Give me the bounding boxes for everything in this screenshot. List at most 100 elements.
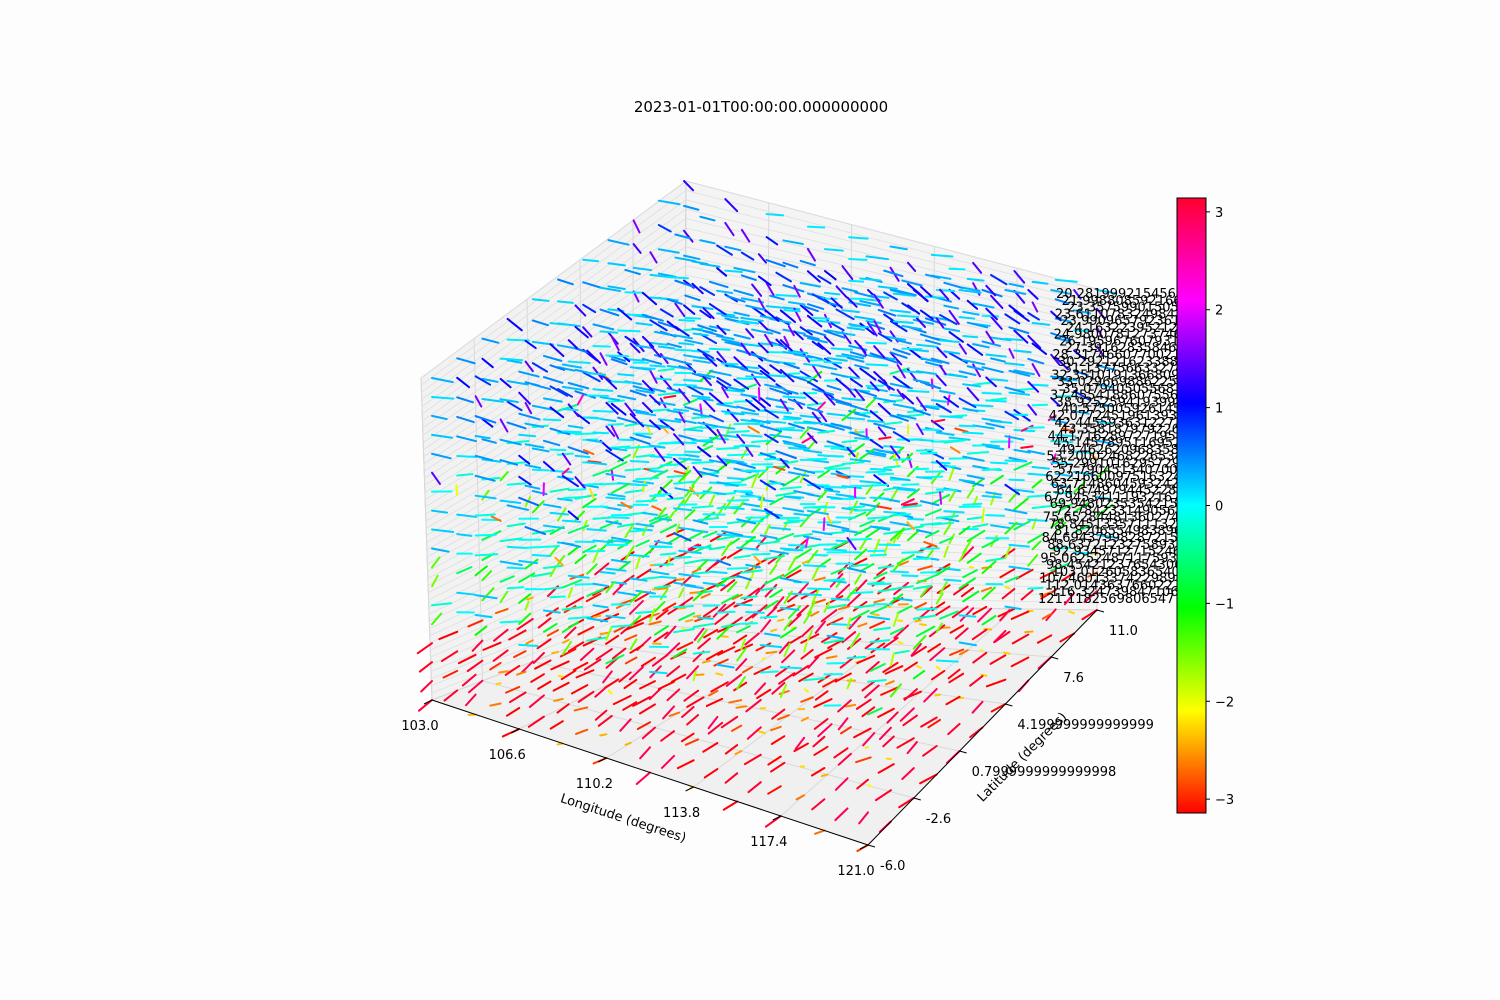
quiver-arrow [518,612,532,625]
quiver-arrow [935,403,952,414]
quiver-arrow [935,665,942,671]
quiver-arrow [892,292,917,297]
quiver-arrow [518,433,537,438]
quiver-arrow [793,489,815,496]
quiver-arrow [678,469,692,483]
quiver-arrow [524,443,545,449]
quiver-arrow [673,532,692,542]
quiver-arrow [990,315,1003,330]
quiver-arrow [846,505,866,509]
quiver-arrow [659,419,675,432]
quiver-arrow [678,342,695,346]
quiver-arrow [901,551,924,554]
quiver-arrow [873,396,897,403]
quiver-arrow [705,697,724,707]
quiver-arrow [848,615,862,630]
quiver-arrow [666,688,681,702]
quiver-arrow [634,591,652,603]
quiver-arrow [846,446,856,458]
quiver-arrow [999,568,1016,579]
quiver-arrow [765,236,779,246]
quiver-arrow [835,354,853,358]
quiver-arrow [803,477,821,490]
quiver-arrow [981,443,1001,448]
quiver-arrow [806,247,816,262]
quiver-arrow [561,474,579,488]
quiver-arrow [889,320,908,333]
quiver-arrow [702,307,715,320]
quiver-arrow [592,604,609,609]
quiver-arrow [747,781,762,794]
quiver-arrow [417,699,433,712]
quiver-arrow [924,508,942,517]
quiver-arrow [651,653,669,667]
quiver-arrow [582,497,597,509]
quiver-arrow [680,574,694,586]
quiver-arrow [877,308,897,317]
quiver-arrow [703,768,719,779]
quiver-arrow [958,649,969,656]
quiver-arrow [474,435,491,440]
quiver-arrow [867,483,889,487]
quiver-arrow [549,364,566,371]
quiver-arrow [567,360,591,364]
quiver-arrow [1087,571,1098,578]
quiver-arrow [920,716,938,728]
quiver-arrow [692,385,714,392]
quiver-arrow [528,694,545,708]
quiver-arrow [1027,449,1046,456]
quiver-arrow [549,406,565,419]
quiver-arrow [966,321,989,329]
x-tick-mark [510,728,520,734]
quiver-arrow [586,394,609,397]
quiver-arrow [799,304,814,317]
quiver-arrow [506,359,523,364]
quiver-arrow [823,423,845,431]
quiver-arrow [702,375,712,387]
quiver-arrow [708,303,727,316]
quiver-arrow [474,565,488,577]
quiver-arrow [841,439,858,444]
quiver-arrow [605,580,616,594]
quiver-arrow [673,507,693,512]
quiver-arrow [873,293,884,309]
quiver-arrow [721,338,741,344]
quiver-arrow [716,350,727,363]
quiver-arrow [783,415,802,420]
quiver-arrow [431,528,455,533]
quiver-arrow [896,737,915,749]
colorbar-tick-label: −1 [1215,597,1234,612]
quiver-arrow [691,529,709,534]
quiver-arrow [755,642,772,652]
quiver-arrow [542,376,564,384]
quiver-arrow [716,625,731,640]
quiver-arrow [516,670,527,676]
quiver-arrow [632,408,650,414]
quiver-arrow [892,486,916,491]
quiver-arrow [525,639,534,645]
quiver-arrow [835,493,857,499]
quiver-arrow [757,364,770,375]
quiver-arrow [857,622,868,628]
quiver-arrow [1010,610,1030,620]
quiver-arrow [782,475,801,487]
quiver-arrow [782,261,799,269]
quiver-arrow [835,308,855,321]
quiver-arrow [769,387,790,396]
quiver-arrow [826,523,850,531]
quiver-arrow [765,431,782,446]
quiver-arrow [880,686,899,696]
quiver-arrow [659,352,669,364]
quiver-arrow [573,706,589,712]
quiver-arrow [846,386,856,398]
quiver-arrow [858,811,869,825]
quiver-arrow [736,518,757,525]
quiver-arrow [962,407,979,413]
quiver-arrow [733,267,756,274]
quiver-arrow [889,245,908,251]
z-tick-label: 42.44559363122727 [1054,416,1190,431]
quiver-arrow [534,659,552,670]
quiver-arrow [878,436,892,440]
quiver-arrow [583,658,602,671]
quiver-arrow [1050,418,1068,425]
